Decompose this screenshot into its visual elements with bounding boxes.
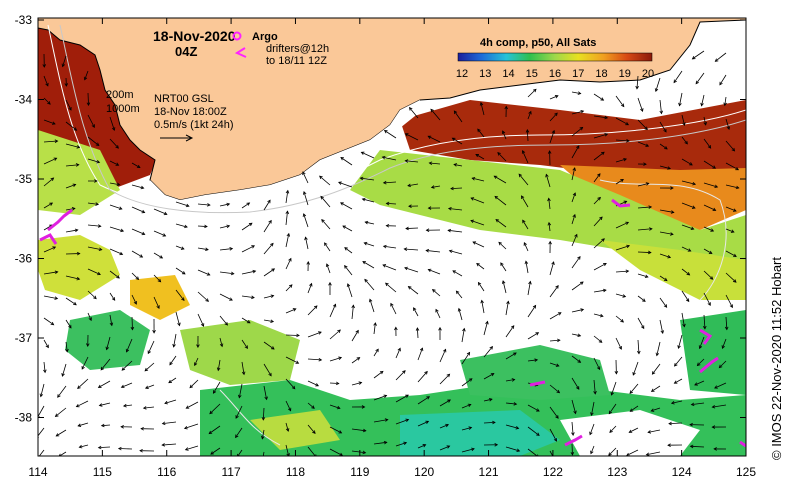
lat-tick-label: -36 [15, 252, 33, 266]
lon-tick-label: 125 [736, 465, 756, 479]
isobath-200m-label: 200m [106, 89, 134, 101]
lon-tick-label: 123 [607, 465, 627, 479]
current-vector [406, 228, 418, 229]
product-time: 18-Nov 18:00Z [154, 106, 227, 118]
colorbar-tick-label: 18 [595, 68, 607, 80]
isobath-1000m-label: 1000m [106, 103, 140, 115]
legend-argo: Argo [252, 31, 278, 43]
legend-drifters-line2: to 18/11 12Z [266, 55, 327, 67]
lat-tick-label: -37 [15, 331, 33, 345]
colorbar-ticks: 12 13 14 15 16 17 18 19 20 [456, 68, 654, 80]
current-vector [638, 252, 651, 253]
lat-tick-label: -38 [15, 411, 33, 425]
legend-drifters-line1: drifters@12h [266, 43, 329, 55]
lon-tick-label: 117 [222, 465, 241, 479]
product-label: NRT00 GSL [154, 93, 214, 105]
colorbar-title: 4h comp, p50, All Sats [480, 37, 596, 49]
lon-tick-label: 115 [93, 465, 112, 479]
lon-tick-label: 116 [157, 465, 176, 479]
lon-tick-label: 119 [350, 465, 369, 479]
map-date: 18-Nov-2020 [153, 28, 236, 44]
colorbar [458, 53, 652, 61]
colorbar-tick-label: 16 [549, 68, 561, 80]
lon-tick-label: 124 [672, 465, 692, 479]
vector-scale-label: 0.5m/s (1kt 24h) [154, 119, 233, 131]
colorbar-tick-label: 17 [572, 68, 584, 80]
colorbar-tick-label: 13 [479, 68, 491, 80]
imos-credit: © IMOS 22-Nov-2020 11:52 Hobart [769, 257, 784, 460]
colorbar-tick-label: 20 [642, 68, 654, 80]
current-vector [88, 93, 89, 105]
lon-tick-label: 121 [479, 465, 499, 479]
lon-tick-label: 118 [286, 465, 305, 479]
lat-tick-label: -34 [15, 93, 33, 107]
current-vector-head [261, 459, 264, 462]
lat-tick-label: -33 [15, 13, 33, 27]
lon-tick-label: 114 [28, 465, 47, 479]
colorbar-tick-label: 12 [456, 68, 468, 80]
map-time: 04Z [175, 44, 197, 59]
lon-tick-label: 122 [543, 465, 563, 479]
colorbar-tick-label: 19 [619, 68, 631, 80]
lon-tick-label: 120 [414, 465, 434, 479]
sst-cool-east [680, 310, 746, 395]
lat-tick-label: -35 [15, 172, 33, 186]
colorbar-tick-label: 15 [526, 68, 538, 80]
colorbar-tick-label: 14 [502, 68, 514, 80]
current-vector-head [553, 458, 556, 461]
